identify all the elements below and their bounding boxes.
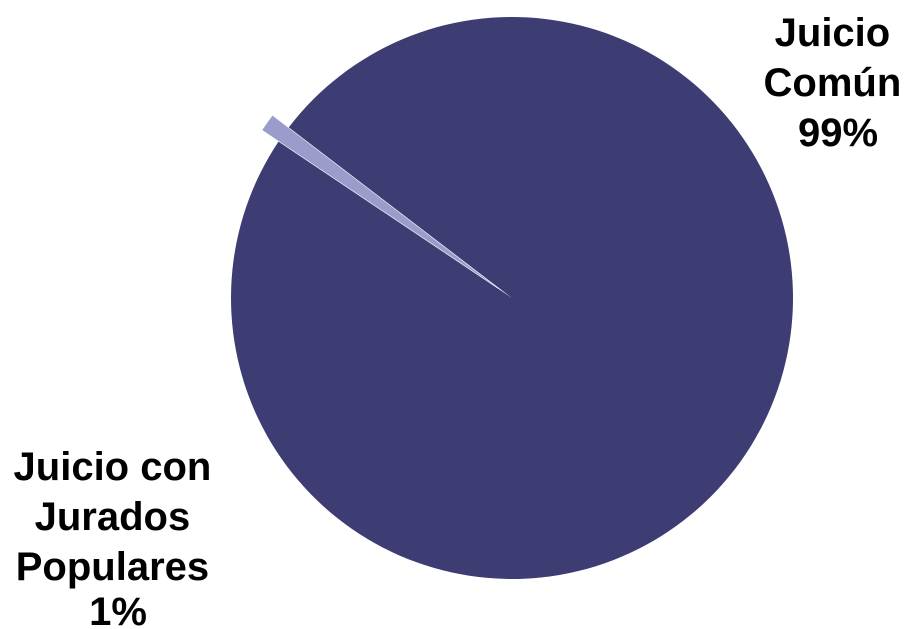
label-juicio-jurados-value: 1% <box>89 590 147 629</box>
label-juicio-comun: Juicio Común 99% <box>764 11 913 155</box>
label-juicio-comun-line-1: Juicio <box>775 11 891 55</box>
slices-layer <box>231 16 794 579</box>
label-juicio-jurados: Juicio con Jurados Populares 1% <box>14 445 223 629</box>
pie-slice-juicio-jurados <box>262 115 496 287</box>
label-juicio-jurados-line-3: Populares <box>16 545 209 589</box>
label-juicio-jurados-line-1: Juicio con <box>14 445 212 489</box>
label-juicio-comun-value: 99% <box>798 111 878 155</box>
pie-slice-juicio-comun <box>231 16 794 579</box>
label-juicio-comun-line-2: Común <box>764 61 902 105</box>
label-juicio-jurados-line-2: Jurados <box>35 495 191 539</box>
